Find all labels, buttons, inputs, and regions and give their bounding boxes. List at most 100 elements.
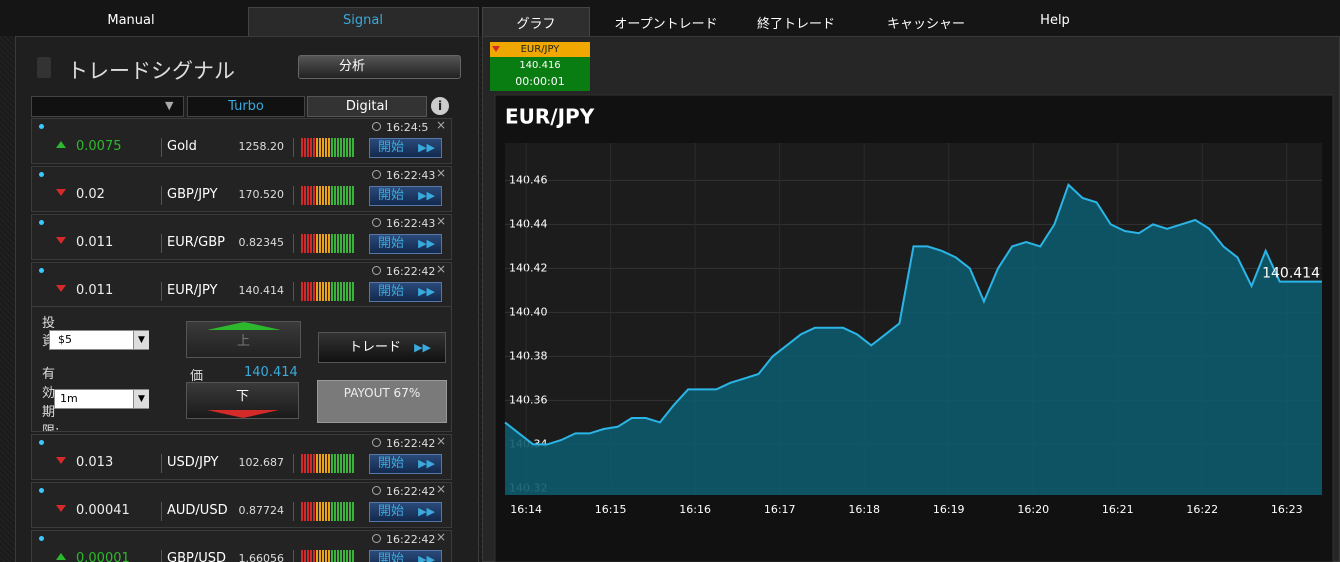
clock-icon (372, 122, 381, 131)
direction-arrow (56, 457, 66, 464)
chart: EUR/JPY140.32140.34140.36140.38140.40140… (494, 94, 1334, 562)
close-icon[interactable]: × (436, 530, 447, 544)
signal-meter-bar (307, 138, 309, 157)
y-tick-label: 140.42 (509, 261, 548, 274)
start-button[interactable]: 開始 ▶▶ (369, 502, 442, 522)
signal-meter-bar (304, 186, 306, 205)
expiry-label: 有効期限: (42, 367, 58, 431)
signal-meter-bar (328, 234, 330, 253)
signal-meter-bar (343, 454, 345, 473)
close-icon[interactable]: × (436, 118, 447, 132)
analyze-button[interactable]: 分析 (298, 55, 461, 79)
trade-button[interactable]: トレード ▶▶ (318, 332, 446, 363)
signal-meter-bar (313, 186, 315, 205)
start-button[interactable]: 開始 ▶▶ (369, 454, 442, 474)
signal-meter-bar (349, 234, 351, 253)
signal-meter-bar (313, 234, 315, 253)
x-tick-label: 16:20 (1017, 503, 1049, 516)
signal-meter-bar (325, 502, 327, 521)
up-button[interactable]: 上 (186, 321, 301, 358)
signal-time: 16:22:42 (386, 437, 436, 450)
start-button[interactable]: 開始 ▶▶ (369, 186, 442, 206)
signal-meter-bar (313, 282, 315, 301)
signal-meter-bar (322, 186, 324, 205)
area-fill (505, 184, 1322, 496)
ticker-timer: 00:00:01 (515, 75, 565, 88)
signal-meter-bar (352, 502, 354, 521)
filter-tab[interactable]: Turbo (187, 96, 305, 117)
close-icon[interactable]: × (436, 262, 447, 276)
signal-meter-bar (331, 550, 333, 562)
ticker-head[interactable]: EUR/JPY (490, 42, 590, 57)
separator (161, 234, 162, 253)
signal-meter-bar (352, 138, 354, 157)
signal-meter-bar (331, 186, 333, 205)
signal-meter-bar (325, 234, 327, 253)
investment-input[interactable]: $5 (49, 330, 149, 350)
signal-meter-bar (346, 550, 348, 562)
signal-meter-bar (304, 550, 306, 562)
signal-meter-bar (301, 138, 303, 157)
signal-meter-bar (340, 502, 342, 521)
filter-dropdown[interactable] (31, 96, 184, 117)
ticker-body (490, 57, 590, 91)
signal-meter-bar (325, 282, 327, 301)
signal-meter-bar (319, 138, 321, 157)
signal-meter-bar (343, 186, 345, 205)
separator (161, 550, 162, 562)
signal-meter-bar (349, 186, 351, 205)
close-icon[interactable]: × (436, 214, 447, 228)
signal-meter-bar (328, 138, 330, 157)
signal-meter-bar (340, 234, 342, 253)
signal-meter-bar (319, 234, 321, 253)
x-tick-label: 16:14 (510, 503, 542, 516)
nav-bar (0, 0, 1340, 36)
start-button[interactable]: 開始 ▶▶ (369, 550, 442, 562)
nav-tab[interactable]: Help (1040, 13, 1070, 28)
start-button[interactable]: 開始 ▶▶ (369, 138, 442, 158)
status-dot (39, 268, 44, 273)
signal-meter-bar (307, 550, 309, 562)
close-icon[interactable]: × (436, 434, 447, 448)
pair-name: GBP/JPY (167, 187, 218, 202)
filter-tab[interactable]: Digital (307, 96, 427, 117)
signal-meter-bar (346, 186, 348, 205)
start-arrow: ▶▶ (418, 505, 435, 518)
signal-meter-bar (337, 282, 339, 301)
pair-name: AUD/USD (167, 503, 228, 518)
nav-tab[interactable]: グラフ (516, 17, 556, 32)
close-icon[interactable]: × (436, 482, 447, 496)
nav-tab[interactable]: Manual (107, 13, 155, 28)
nav-tab[interactable]: Signal (343, 13, 383, 28)
input-arrow[interactable]: ▼ (133, 331, 149, 349)
nav-tab[interactable]: 終了トレード (756, 17, 835, 32)
signal-meter-bar (349, 550, 351, 562)
start-button[interactable]: 開始 ▶▶ (369, 282, 442, 302)
signal-change: 0.011 (76, 235, 114, 250)
signal-meter-bar (334, 282, 336, 301)
ticker-price: 140.416 (519, 60, 561, 71)
clock-icon (372, 266, 381, 275)
signal-meter-bar (316, 186, 318, 205)
nav-tab[interactable]: キャッシャー (886, 17, 965, 32)
dropdown-arrow[interactable]: ▼ (165, 99, 174, 112)
signal-meter-bar (322, 138, 324, 157)
direction-arrow (56, 237, 66, 244)
signal-meter-bar (301, 186, 303, 205)
info-icon[interactable]: i (431, 97, 449, 115)
clock-icon (372, 218, 381, 227)
signal-meter-bar (316, 550, 318, 562)
chart-title: EUR/JPY (505, 105, 595, 129)
signal-meter-bar (313, 454, 315, 473)
input-arrow[interactable]: ▼ (133, 390, 149, 408)
signal-meter-bar (334, 234, 336, 253)
direction-arrow (56, 189, 66, 196)
signal-price: 140.414 (238, 284, 285, 297)
close-icon[interactable]: × (436, 166, 447, 180)
start-button[interactable]: 開始 ▶▶ (369, 234, 442, 254)
nav-tab[interactable]: オープントレード (614, 17, 718, 32)
down-button[interactable]: 下 (186, 382, 299, 419)
signal-meter-bar (331, 138, 333, 157)
y-tick-label: 140.36 (509, 393, 548, 406)
